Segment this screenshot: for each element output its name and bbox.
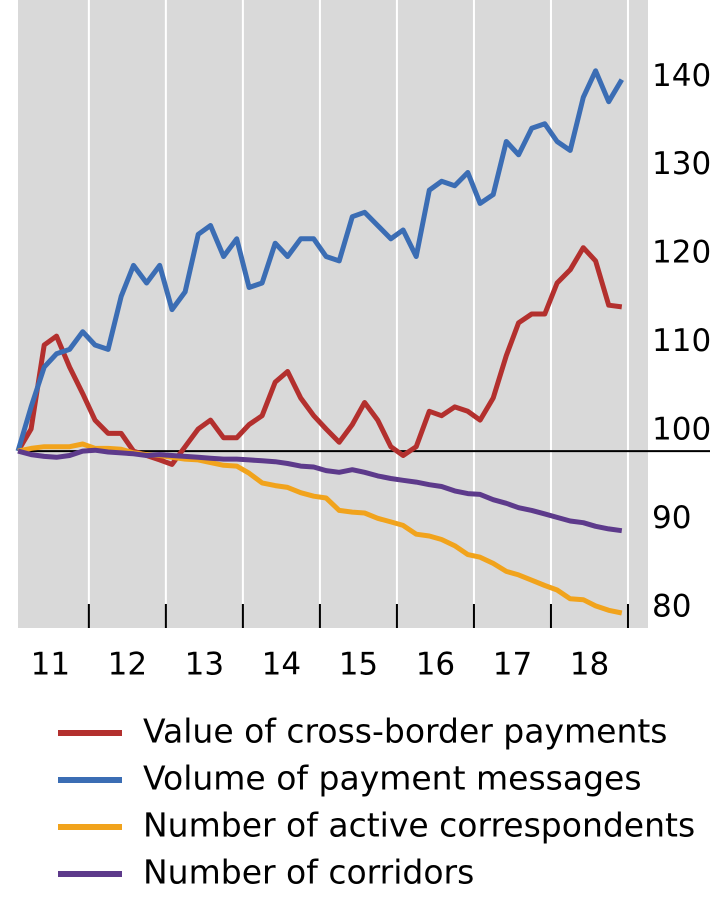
series-line [17,447,623,534]
y-tick-label: 90 [652,500,691,536]
y-tick-label: 100 [652,412,711,448]
plot-background [18,0,648,628]
x-tick-label: 13 [185,647,224,683]
legend-label: Number of active correspondents [143,806,695,845]
series-line [15,68,624,452]
x-tick-label: 11 [31,647,70,683]
legend-label: Value of cross-border payments [143,712,668,751]
series-line [17,441,623,616]
x-tick-label: 12 [108,647,147,683]
y-tick-label: 130 [652,146,711,182]
legend-label: Number of corridors [143,853,474,892]
y-tick-label: 120 [652,235,711,271]
x-tick-label: 15 [339,647,378,683]
x-tick-label: 16 [416,647,455,683]
y-tick-label: 140 [652,58,711,94]
x-tick-label: 18 [570,647,609,683]
x-tick-label: 17 [493,647,532,683]
y-tick-label: 110 [652,323,711,359]
x-tick-label: 14 [262,647,301,683]
y-tick-label: 80 [652,589,691,625]
series-line [15,245,623,467]
legend-label: Volume of payment messages [143,759,642,798]
